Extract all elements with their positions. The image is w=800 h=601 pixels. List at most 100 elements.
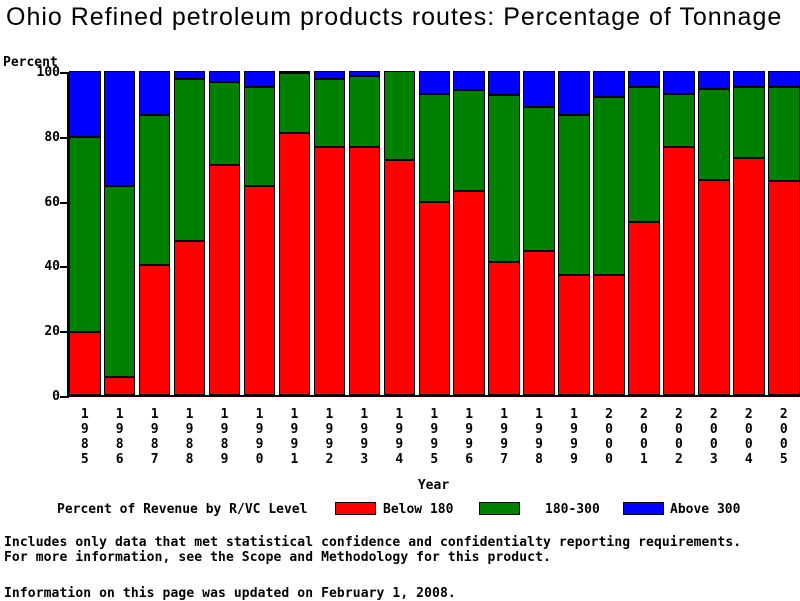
plot-area <box>60 70 800 398</box>
bar-segment-1989-180-300 <box>208 82 241 165</box>
y-tick <box>60 72 69 74</box>
bar-segment-1989-below-180 <box>208 164 241 395</box>
legend-label-below-180: Below 180 <box>383 502 454 517</box>
bar-segment-1997-below-180 <box>488 262 520 395</box>
bar-segment-1986-below-180 <box>103 377 136 395</box>
bar-segment-1998-above-300 <box>523 71 555 107</box>
x-tick-label-1996: 1 9 9 6 <box>465 407 474 467</box>
x-tick-label-1998: 1 9 9 8 <box>535 407 543 467</box>
footnote-line-2: For more information, see the Scope and … <box>4 550 551 565</box>
bar-segment-2005-above-300 <box>768 71 800 88</box>
y-tick-label: 100 <box>36 65 60 80</box>
bar-segment-1992-below-180 <box>313 147 346 395</box>
bar-segment-1991-above-300 <box>278 70 311 73</box>
bar-segment-2001-180-300 <box>628 87 660 222</box>
x-tick-label-2003: 2 0 0 3 <box>709 407 718 467</box>
legend-swatch-below-180 <box>335 502 376 515</box>
bar-segment-1991-below-180 <box>278 132 311 395</box>
x-tick-label-2005: 2 0 0 5 <box>779 407 788 467</box>
bar-segment-1988-above-300 <box>173 71 206 80</box>
bar-segment-2001-above-300 <box>628 71 660 88</box>
legend-label-above-300: Above 300 <box>670 502 741 517</box>
legend-swatch-above-300 <box>623 502 664 515</box>
bar-segment-2004-180-300 <box>733 87 765 159</box>
bar-segment-1988-180-300 <box>173 79 206 242</box>
bar-segment-1998-below-180 <box>523 250 555 395</box>
bar-segment-1997-above-300 <box>488 71 520 96</box>
bar-segment-1993-below-180 <box>348 147 381 395</box>
bar-segment-1985-below-180 <box>69 331 101 395</box>
bar-segment-1994-below-180 <box>383 160 416 395</box>
bar-segment-1987-180-300 <box>138 114 171 266</box>
bar-segment-2003-180-300 <box>698 88 730 180</box>
x-axis-title: Year <box>417 478 450 493</box>
bar-segment-1990-below-180 <box>243 186 276 395</box>
x-tick-label-2004: 2 0 0 4 <box>744 407 753 467</box>
bar-segment-1990-above-300 <box>243 71 276 88</box>
bar-segment-1990-180-300 <box>243 87 276 187</box>
bar-segment-1997-180-300 <box>488 95 520 263</box>
x-tick-label-1985: 1 9 8 5 <box>80 407 89 467</box>
bar-segment-1996-above-300 <box>453 71 485 91</box>
y-tick-label: 0 <box>52 389 60 404</box>
bar-segment-1992-above-300 <box>313 71 346 80</box>
x-tick-label-2002: 2 0 0 2 <box>674 407 683 467</box>
bar-segment-1989-above-300 <box>208 71 241 83</box>
bar-segment-1985-above-300 <box>69 71 101 138</box>
y-tick <box>60 331 69 334</box>
x-tick-label-1987: 1 9 8 7 <box>150 407 159 467</box>
bar-segment-1995-below-180 <box>418 202 450 395</box>
bar-segment-1994-180-300 <box>383 71 416 161</box>
bar-segment-1988-below-180 <box>173 241 206 395</box>
y-tick <box>60 396 69 398</box>
footnote-line-1: Includes only data that met statistical … <box>4 535 742 550</box>
x-tick-label-1999: 1 9 9 9 <box>570 407 578 467</box>
bar-segment-1995-180-300 <box>418 93 450 203</box>
x-tick-label-1990: 1 9 9 0 <box>255 407 264 467</box>
y-axis-title: Percent <box>3 55 58 70</box>
bar-segment-2002-below-180 <box>663 147 695 395</box>
bar-segment-2003-above-300 <box>698 71 730 89</box>
bar-segment-1986-180-300 <box>103 186 136 378</box>
bar-segment-1987-below-180 <box>138 265 171 395</box>
bar-segment-2004-above-300 <box>733 71 765 88</box>
bar-segment-1998-180-300 <box>523 106 555 251</box>
x-tick-label-1995: 1 9 9 5 <box>430 407 439 467</box>
x-tick-label-1989: 1 9 8 9 <box>220 407 229 467</box>
updated-note: Information on this page was updated on … <box>4 586 456 601</box>
bar-segment-2004-below-180 <box>733 158 765 395</box>
bar-segment-2000-above-300 <box>593 71 625 97</box>
y-tick-label: 60 <box>44 194 60 210</box>
x-tick-label-1988: 1 9 8 8 <box>185 407 194 467</box>
bar-segment-2005-180-300 <box>768 87 800 182</box>
bar-segment-1996-below-180 <box>453 190 485 395</box>
x-tick-label-2000: 2 0 0 0 <box>605 407 613 467</box>
bar-segment-1987-above-300 <box>138 71 171 115</box>
x-tick-label-1994: 1 9 9 4 <box>395 407 404 467</box>
bar-segment-1999-180-300 <box>558 114 590 276</box>
bar-segment-2005-below-180 <box>768 181 800 395</box>
bar-segment-1992-180-300 <box>313 79 346 148</box>
y-tick <box>60 136 69 139</box>
y-tick-label: 80 <box>44 129 60 145</box>
x-tick-label-1993: 1 9 9 3 <box>360 407 369 467</box>
legend-swatch-180-300 <box>479 502 520 515</box>
bar-segment-2003-below-180 <box>698 179 730 395</box>
y-tick <box>60 266 69 269</box>
x-tick-label-1986: 1 9 8 6 <box>115 407 124 467</box>
bar-segment-1993-above-300 <box>348 71 381 76</box>
bar-segment-2002-above-300 <box>663 71 695 94</box>
y-tick-label: 40 <box>44 259 60 275</box>
bar-segment-2000-below-180 <box>593 275 625 395</box>
bar-segment-1996-180-300 <box>453 90 485 191</box>
bar-segment-1995-above-300 <box>418 71 450 94</box>
chart-title: Ohio Refined petroleum products routes: … <box>6 3 783 31</box>
x-tick-label-1997: 1 9 9 7 <box>500 407 509 467</box>
bar-segment-1999-above-300 <box>558 71 590 115</box>
bar-segment-1986-above-300 <box>103 71 136 187</box>
x-tick-label-1992: 1 9 9 2 <box>325 407 334 467</box>
bar-segment-2001-below-180 <box>628 221 660 395</box>
bar-segment-2000-180-300 <box>593 96 625 276</box>
legend-label-180-300: 180-300 <box>545 502 600 517</box>
